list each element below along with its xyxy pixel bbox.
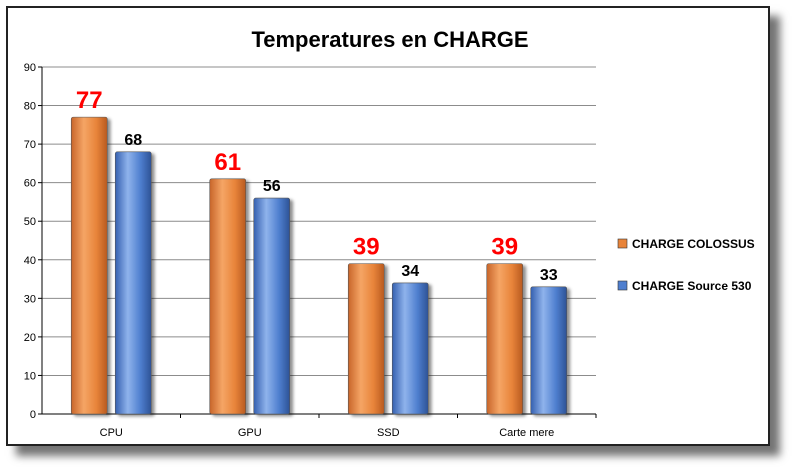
data-label: 77 <box>76 87 103 114</box>
legend-swatch <box>617 280 628 291</box>
y-tick-label: 0 <box>30 409 36 421</box>
x-tick-label: GPU <box>238 427 262 439</box>
bar-colossus-carte-mere <box>486 263 524 415</box>
bar-source-530-carte-mere <box>530 286 568 415</box>
bar-source-530-gpu <box>253 197 291 415</box>
bar-source-530-cpu <box>114 151 152 415</box>
y-tick-label: 10 <box>24 370 36 382</box>
y-tick-label: 60 <box>24 178 36 190</box>
legend-label: CHARGE Source 530 <box>632 279 752 293</box>
data-label: 39 <box>491 234 518 261</box>
y-tick-label: 50 <box>24 216 36 228</box>
x-tick-label: CPU <box>100 427 123 439</box>
chart-title: Temperatures en CHARGE <box>251 27 528 52</box>
y-tick-label: 20 <box>24 332 36 344</box>
x-tick-label: SSD <box>377 427 400 439</box>
y-axis: 0 10 20 30 40 50 60 70 80 90 <box>24 62 43 421</box>
data-label: 39 <box>353 234 380 261</box>
legend: CHARGE COLOSSUS CHARGE Source 530 <box>617 237 755 293</box>
data-labels: 77 68 61 56 39 34 39 33 <box>76 87 558 284</box>
bar-colossus-cpu <box>70 116 108 415</box>
data-label: 33 <box>540 267 558 284</box>
y-tick-label: 90 <box>24 62 36 74</box>
bar-colossus-ssd <box>347 263 385 415</box>
data-label: 56 <box>263 178 281 195</box>
bars <box>70 116 568 415</box>
data-label: 34 <box>401 263 419 280</box>
x-axis: CPU GPU SSD Carte mere <box>100 414 597 439</box>
bar-source-530-ssd <box>391 282 429 415</box>
x-tick-label: Carte mere <box>499 427 554 439</box>
legend-label: CHARGE COLOSSUS <box>632 237 755 251</box>
y-tick-label: 70 <box>24 139 36 151</box>
y-tick-label: 30 <box>24 293 36 305</box>
data-label: 68 <box>124 132 142 149</box>
data-label: 61 <box>214 149 241 176</box>
y-tick-label: 40 <box>24 255 36 267</box>
bar-colossus-gpu <box>209 178 247 415</box>
y-tick-label: 80 <box>24 101 36 113</box>
legend-swatch <box>617 238 628 249</box>
